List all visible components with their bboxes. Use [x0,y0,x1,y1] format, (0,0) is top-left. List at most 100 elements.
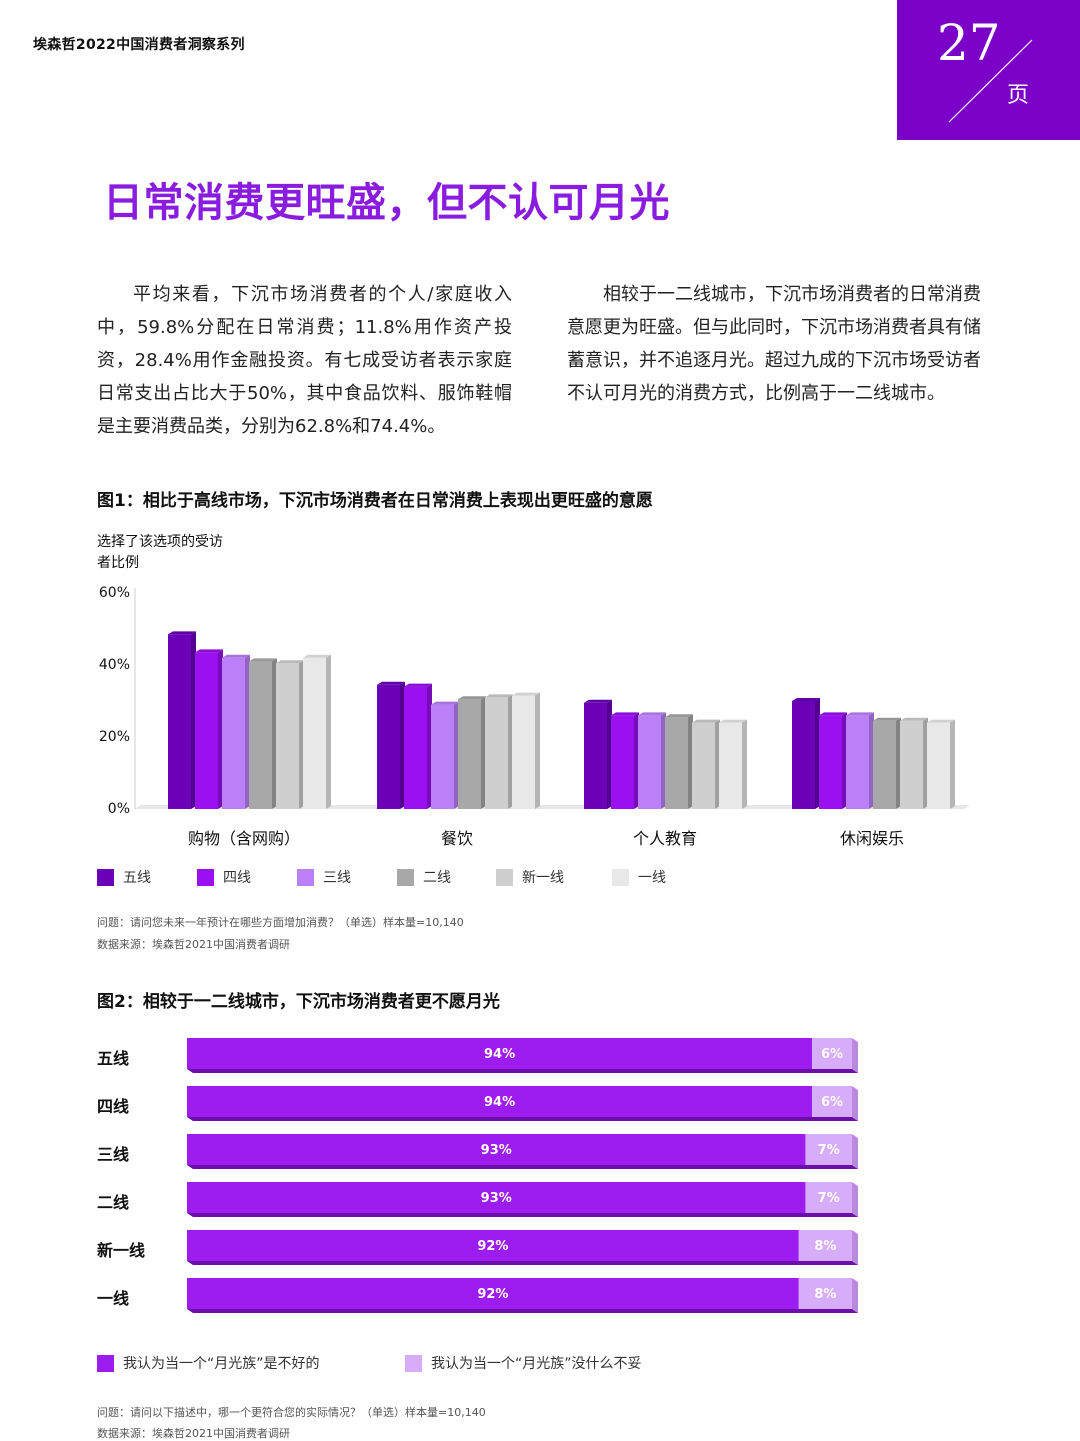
figure2-stacked-bar-chart: 94% 6% 94% 6% 93% 7% 93% 7% 92% 8% 92% 8% [187,1038,858,1313]
bar-value-label: 92% [477,1287,508,1302]
bar-三线-2 [638,712,666,809]
bar-value-label: 93% [481,1191,512,1206]
y-tick: 40% [98,657,130,673]
legend-item-tier1: 一线 [612,867,666,887]
bar-value-label: 8% [814,1287,836,1302]
row-label-tier2: 二线 [97,1193,130,1212]
category-label-dining: 餐饮 [440,829,473,848]
bar-四线-1 [404,683,432,809]
page-number: 27 [937,14,1001,72]
row-label-tier3: 三线 [97,1145,130,1164]
bar-一线-3 [927,719,955,809]
category-label-leisure: 休闲娱乐 [839,829,904,848]
chart-floor [135,805,970,809]
bar-五线-0 [168,631,196,809]
bar-segment-not-good [187,1134,806,1165]
bar-segment-not-good [187,1038,813,1069]
figure1-title: 图1：相比于高线市场，下沉市场消费者在日常消费上表现出更旺盛的意愿 [97,491,653,511]
figure1-bar-chart [134,588,970,809]
bar-value-label: 6% [821,1047,843,1062]
y-tick: 60% [98,585,130,601]
bar-二线-1 [458,696,486,809]
legend-swatch [197,868,214,886]
figure2-question-note: 问题：请问以下描述中，哪一个更符合您的实际情况？（单选）样本量=10,140 [97,1406,486,1419]
figure1-y-axis-label: 选择了该选项的受访者比例 [97,534,223,571]
bar-二线-2 [665,714,693,809]
legend-item-new-tier1: 新一线 [496,867,564,887]
bar-新一线-0 [276,660,304,809]
bar-value-label: 94% [484,1095,515,1110]
category-label-shopping: 购物（含网购） [187,829,300,848]
row-label-tier4: 四线 [97,1097,130,1116]
bar-value-label: 94% [484,1047,515,1062]
row-label-tier1: 一线 [97,1289,130,1308]
row-label-tier5: 五线 [97,1049,130,1068]
category-label-education: 个人教育 [632,829,697,848]
legend-item-tier4: 四线 [197,867,251,887]
legend-item-tier3: 三线 [297,867,351,887]
series-title: 埃森哲2022中国消费者洞察系列 [33,37,245,53]
legend-item-no-problem: 我认为当一个“月光族”没什么不妥 [405,1353,642,1373]
page-number-box: 27 页 [897,0,1080,140]
figure2-source-note: 数据来源：埃森哲2021中国消费者调研 [97,1427,290,1440]
bar-value-label: 6% [821,1095,843,1110]
bar-value-label: 93% [481,1143,512,1158]
bar-四线-3 [819,712,847,809]
bar-四线-0 [195,649,223,809]
y-tick: 20% [98,729,130,745]
legend-item-not-good: 我认为当一个“月光族”是不好的 [97,1353,320,1373]
legend-item-tier2: 二线 [397,867,451,887]
bar-segment-not-good [187,1086,813,1117]
bar-segment-not-good [187,1182,806,1213]
bar-一线-2 [719,719,747,809]
bar-segment-no-problem [812,1038,852,1069]
bar-value-label: 7% [818,1191,840,1206]
bar-value-label: 92% [477,1239,508,1254]
stacked-bar-二线: 93% 7% [187,1182,858,1217]
page-slash-decoration [948,39,1033,123]
legend-swatch [405,1354,422,1372]
bar-五线-2 [584,699,612,809]
legend-swatch [97,1354,114,1372]
figure2-title: 图2：相较于一二线城市，下沉市场消费者更不愿月光 [97,992,500,1012]
legend-swatch [612,868,629,886]
row-label-new-tier1: 新一线 [97,1241,146,1260]
stacked-bar-五线: 94% 6% [187,1038,858,1073]
legend-item-tier5: 五线 [97,867,151,887]
paragraph-1: 平均来看，下沉市场消费者的个人/家庭收入中，59.8%分配在日常消费；11.8%… [97,284,512,437]
figure1-question-note: 问题：请问您未来一年预计在哪些方面增加消费？（单选）样本量=10,140 [97,916,464,929]
legend-swatch [97,868,114,886]
bar-segment-no-problem [798,1230,852,1261]
bar-新一线-3 [900,717,928,809]
bar-三线-0 [222,654,250,809]
bar-五线-3 [792,698,820,809]
bar-一线-0 [303,654,331,809]
bar-二线-3 [873,717,901,809]
bar-segment-not-good [187,1230,799,1261]
stacked-bar-新一线: 92% 8% [187,1230,858,1265]
bar-五线-1 [377,681,405,809]
legend-swatch [297,868,314,886]
bar-三线-1 [431,701,459,809]
page-headline: 日常消费更旺盛，但不认可月光 [103,180,670,226]
bar-segment-no-problem [812,1086,852,1117]
bar-四线-2 [611,712,639,809]
stacked-bar-一线: 92% 8% [187,1278,858,1313]
page-unit: 页 [1007,83,1030,108]
bar-value-label: 8% [814,1239,836,1254]
bar-三线-3 [846,712,874,809]
paragraph-2: 相较于一二线城市，下沉市场消费者的日常消费意愿更为旺盛。但与此同时，下沉市场消费… [567,284,981,404]
bar-value-label: 7% [818,1143,840,1158]
bar-segment-no-problem [798,1278,852,1309]
bar-segment-no-problem [805,1182,852,1213]
legend-swatch [496,868,513,886]
bar-一线-1 [512,692,540,809]
figure1-source-note: 数据来源：埃森哲2021中国消费者调研 [97,938,290,951]
stacked-bar-三线: 93% 7% [187,1134,858,1169]
bar-新一线-1 [485,694,513,809]
legend-swatch [397,868,414,886]
y-tick: 0% [107,801,130,817]
stacked-bar-四线: 94% 6% [187,1086,858,1121]
bar-segment-not-good [187,1278,799,1309]
bar-二线-0 [249,658,277,809]
